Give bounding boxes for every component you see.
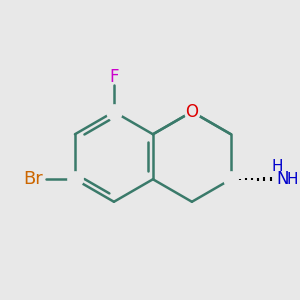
- Text: F: F: [109, 68, 119, 85]
- Text: H: H: [287, 172, 298, 187]
- Text: Br: Br: [23, 170, 43, 188]
- Text: H: H: [272, 159, 283, 174]
- Text: O: O: [185, 103, 198, 121]
- Text: N: N: [276, 170, 288, 188]
